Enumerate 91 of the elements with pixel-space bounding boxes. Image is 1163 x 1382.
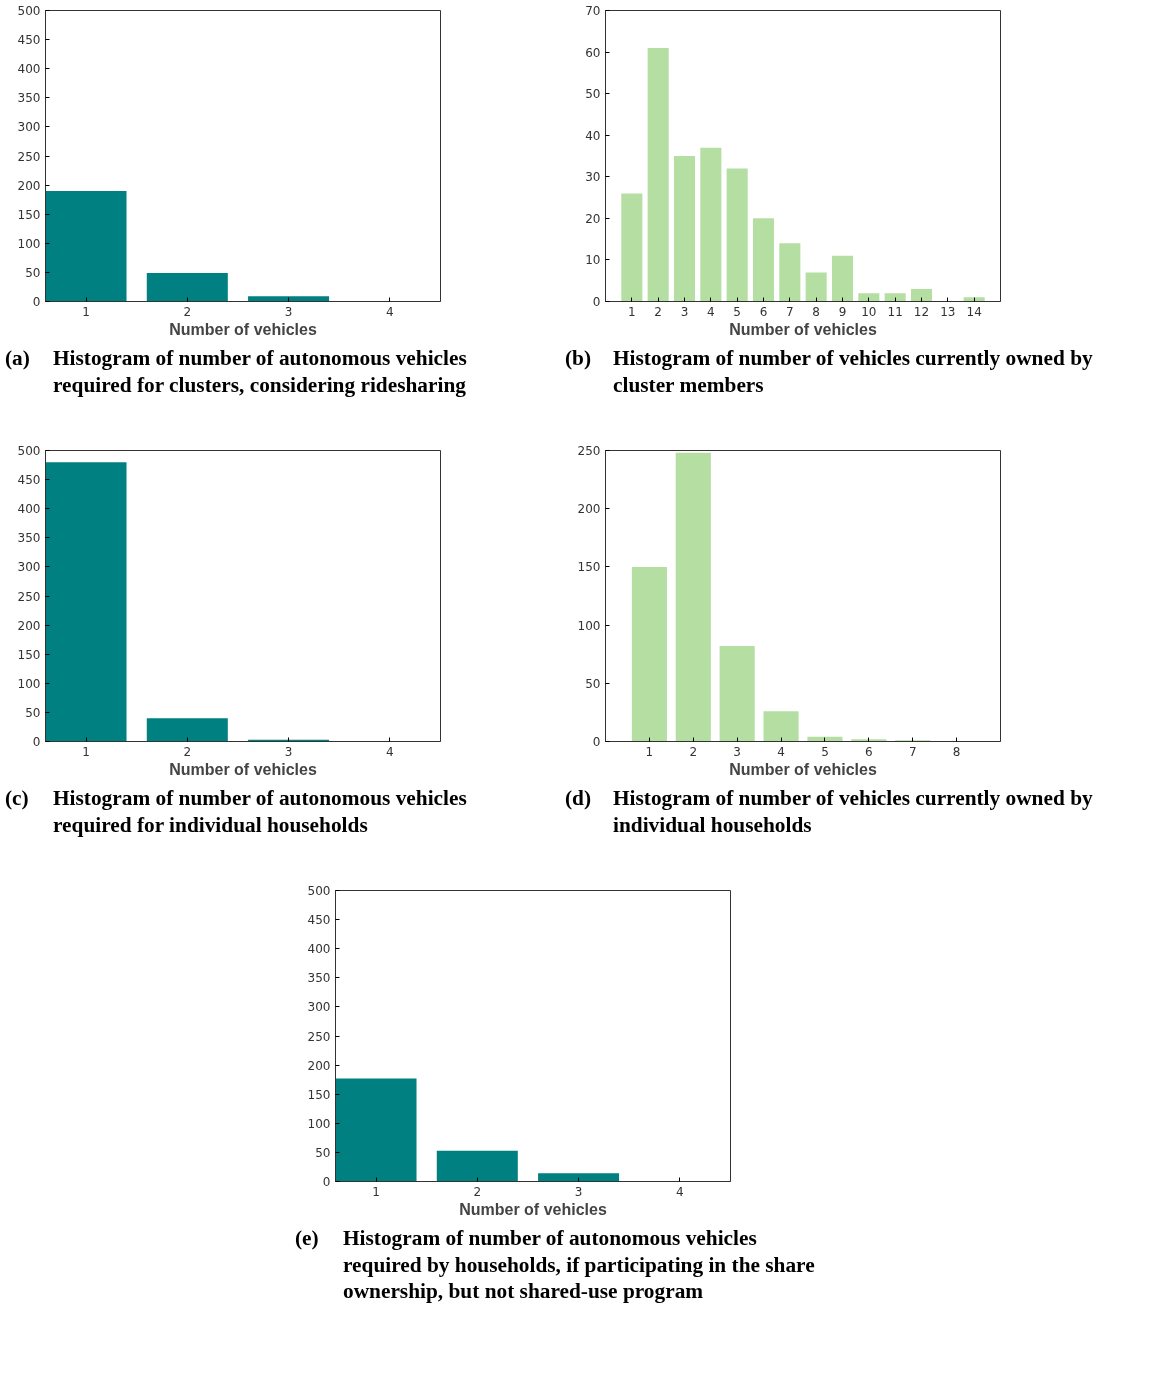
y-tick-label: 10 (585, 253, 601, 268)
y-tick-label: 100 (577, 618, 601, 633)
x-axis-title: Number of vehicles (459, 1200, 607, 1218)
y-tick-label: 300 (17, 120, 41, 135)
x-tick-label: 4 (386, 744, 394, 759)
x-tick-label: 14 (966, 304, 982, 319)
y-tick-label: 0 (322, 1175, 331, 1189)
y-tick-label: 100 (17, 676, 41, 691)
y-tick-label: 0 (592, 295, 601, 309)
y-tick-label: 30 (585, 170, 601, 185)
x-tick-label: 5 (821, 744, 829, 759)
x-tick-label: 3 (574, 1184, 583, 1199)
y-tick-label: 50 (585, 87, 601, 102)
x-tick-label: 2 (654, 304, 662, 319)
x-tick-label: 1 (82, 744, 90, 759)
y-tick-label: 150 (577, 560, 601, 575)
y-tick-label: 450 (17, 473, 41, 488)
y-tick-label: 200 (577, 502, 601, 517)
y-tick-label: 150 (17, 207, 41, 222)
x-tick-label: 3 (733, 744, 741, 759)
y-tick-label: 500 (17, 4, 41, 18)
x-tick-label: 6 (759, 304, 768, 319)
y-tick-label: 20 (585, 211, 601, 226)
y-tick-label: 300 (307, 1000, 331, 1015)
y-tick-label: 400 (17, 502, 41, 517)
y-tick-label: 50 (25, 265, 41, 280)
x-tick-label: 4 (777, 744, 785, 759)
x-tick-label: 4 (707, 304, 715, 319)
x-tick-label: 13 (940, 304, 956, 319)
y-tick-label: 500 (307, 884, 331, 898)
y-tick-label: 50 (25, 705, 41, 720)
y-tick-label: 150 (307, 1087, 331, 1102)
x-tick-label: 2 (183, 304, 192, 319)
x-axis-title: Number of vehicles (729, 320, 877, 338)
x-tick-label: 9 (838, 304, 847, 319)
x-tick-label: 1 (372, 1184, 380, 1199)
y-tick-label: 450 (307, 913, 331, 928)
y-tick-label: 100 (307, 1116, 331, 1131)
text: (b) Histogram of number of vehicles currently owned by cluster members (565, 345, 1094, 399)
text: (e) Histogram of number of autonomous vehicles required by households, if participating in the share ownership, but not shared-use program (295, 1225, 816, 1305)
y-tick-label: 350 (307, 971, 331, 986)
x-tick-label: 3 (284, 304, 293, 319)
x-tick-label: 4 (386, 304, 394, 319)
y-tick-label: 150 (17, 647, 41, 662)
x-tick-label: 7 (786, 304, 794, 319)
x-tick-label: 5 (733, 304, 741, 319)
y-tick-label: 250 (577, 444, 601, 458)
x-tick-label: 1 (82, 304, 90, 319)
x-tick-label: 1 (645, 744, 654, 759)
x-tick-label: 10 (861, 304, 877, 319)
x-axis-title: Number of vehicles (169, 760, 317, 778)
x-axis-title: Number of vehicles (729, 760, 877, 778)
x-tick-label: 3 (284, 744, 293, 759)
y-tick-label: 250 (17, 149, 41, 164)
text: (c) Histogram of number of autonomous vehicles required for individual households (5, 785, 468, 839)
y-tick-label: 400 (17, 62, 41, 77)
y-tick-label: 60 (585, 45, 601, 60)
x-tick-label: 11 (887, 304, 903, 319)
y-tick-label: 300 (17, 560, 41, 575)
x-tick-label: 8 (952, 744, 961, 759)
x-tick-label: 6 (865, 744, 873, 759)
y-tick-label: 250 (307, 1029, 331, 1044)
y-tick-label: 450 (17, 33, 41, 48)
x-tick-label: 4 (676, 1184, 684, 1199)
x-tick-label: 12 (913, 304, 930, 319)
y-tick-label: 200 (307, 1058, 331, 1073)
x-tick-label: 3 (680, 304, 689, 319)
x-tick-label: 8 (812, 304, 820, 319)
x-tick-label: 1 (628, 304, 636, 319)
text: (a) Histogram of number of autonomous vehicles required for clusters, considering ridesharing (5, 345, 468, 399)
y-tick-label: 200 (17, 618, 41, 633)
x-axis-title: Number of vehicles (169, 320, 317, 338)
y-tick-label: 0 (592, 735, 601, 749)
y-tick-label: 500 (17, 444, 41, 458)
y-tick-label: 0 (32, 295, 41, 309)
y-tick-label: 100 (17, 236, 41, 251)
y-tick-label: 350 (17, 91, 41, 106)
x-tick-label: 2 (183, 744, 192, 759)
x-tick-label: 7 (908, 744, 917, 759)
y-tick-label: 50 (315, 1145, 331, 1160)
x-tick-label: 2 (473, 1184, 482, 1199)
y-tick-label: 70 (585, 4, 601, 18)
y-tick-label: 400 (307, 942, 331, 957)
y-tick-label: 40 (585, 128, 601, 143)
text: (d) Histogram of number of vehicles currently owned by individual households (565, 785, 1094, 839)
y-tick-label: 250 (17, 589, 41, 604)
y-tick-label: 0 (32, 735, 41, 749)
y-tick-label: 350 (17, 531, 41, 546)
y-tick-label: 50 (585, 676, 601, 691)
y-tick-label: 200 (17, 178, 41, 193)
x-tick-label: 2 (689, 744, 698, 759)
